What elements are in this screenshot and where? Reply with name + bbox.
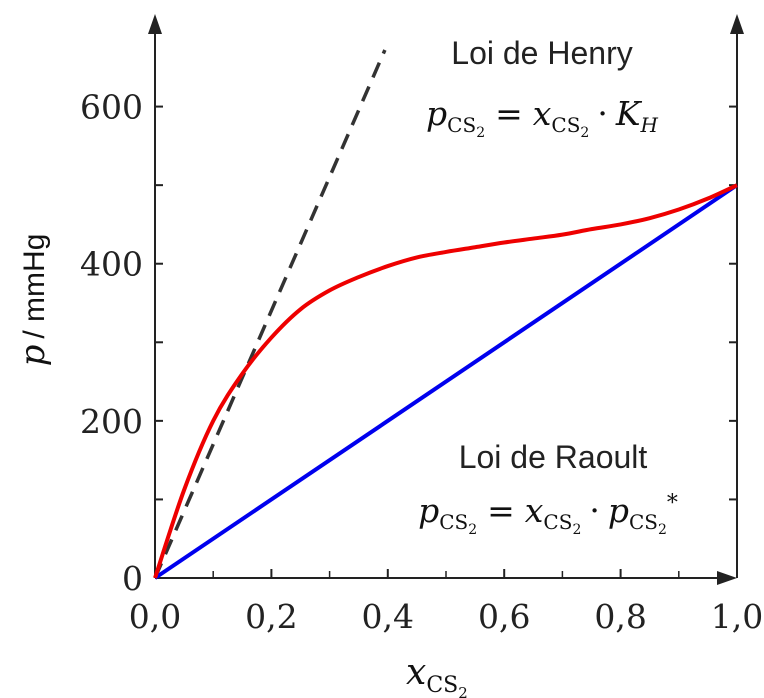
series-group — [153, 49, 739, 580]
y-tick-label: 0 — [122, 559, 143, 598]
raoult-title: Loi de Raoult — [459, 439, 648, 475]
henry-title: Loi de Henry — [451, 35, 632, 71]
x-axis-arrow — [717, 571, 737, 585]
y-axis-unit: / mmHg — [18, 234, 51, 339]
axes — [148, 14, 744, 585]
henry-equation: pCS2 = xCS2 · KH — [426, 94, 658, 141]
ticks — [154, 105, 738, 578]
tick-labels: 0,0 0,2 0,4 0,6 0,8 1,0 0 200 400 600 — [80, 88, 763, 636]
y-axis-var: p — [13, 345, 53, 367]
y-tick-label: 200 — [80, 402, 143, 441]
series-line-henry — [153, 49, 387, 579]
y-tick-label: 400 — [80, 245, 143, 284]
x-tick-label: 1,0 — [711, 597, 763, 636]
raoult-equation: pCS2 = xCS2 · pCS2* — [418, 491, 678, 538]
y-tick-label: 600 — [80, 88, 143, 127]
y-axis-left-arrow — [148, 14, 162, 34]
x-tick-label: 0,8 — [594, 597, 646, 636]
y-axis-right-arrow — [730, 14, 744, 34]
svg-text:p/ mmHg: p / mmHg — [13, 234, 53, 367]
y-axis-title: p / mmHg — [13, 234, 53, 367]
x-axis-title: xCS2 — [406, 652, 468, 698]
x-tick-label: 0,2 — [245, 597, 297, 636]
series-line-raoult — [153, 183, 739, 580]
henry-annotation: Loi de Henry pCS2 = xCS2 · KH — [426, 35, 658, 141]
raoult-annotation: Loi de Raoult pCS2 = xCS2 · pCS2* — [418, 439, 678, 538]
x-tick-label: 0,0 — [129, 597, 181, 636]
x-tick-label: 0,6 — [478, 597, 530, 636]
x-tick-label: 0,4 — [362, 597, 414, 636]
series-line-real — [153, 183, 738, 579]
